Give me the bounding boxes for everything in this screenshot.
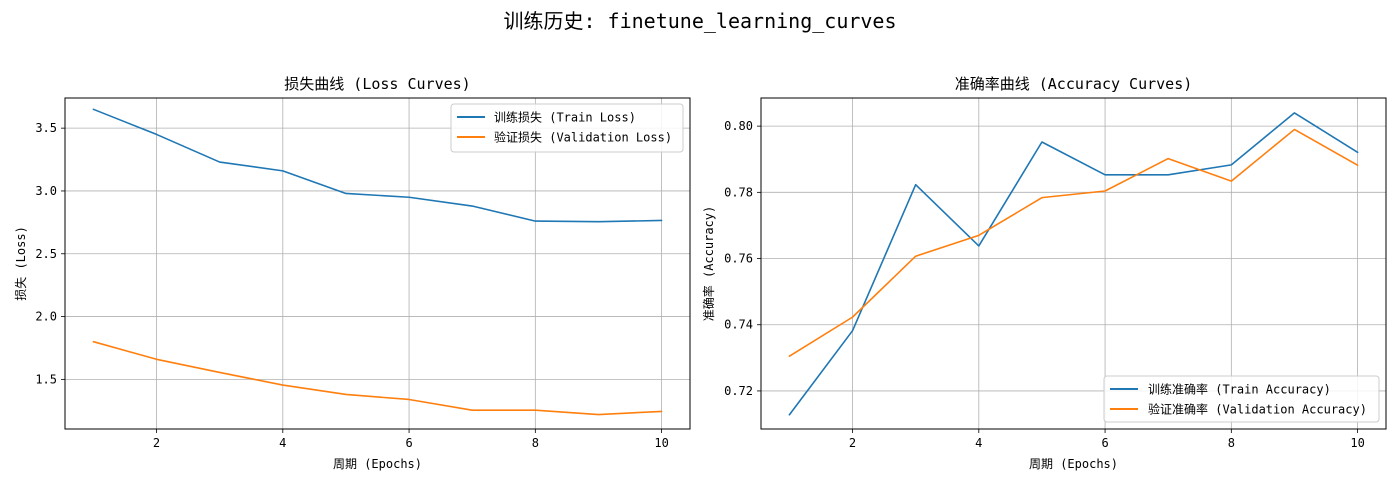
loss-validation-line — [92, 340, 663, 416]
acc-y-tick-label: 0.80 — [724, 119, 753, 133]
loss-chart-x-ticks: 2 4 6 8 10 — [153, 429, 669, 450]
loss-chart-legend-box — [450, 103, 684, 153]
loss-x-tick-label: 6 — [405, 436, 412, 450]
loss-y-tick-label: 3.5 — [35, 121, 57, 135]
accuracy-chart-y-axis-label: 准确率 (Accuracy) — [701, 206, 716, 321]
loss-legend-val-label: 验证损失 (Validation Loss) — [494, 130, 672, 145]
acc-x-tick-label: 8 — [1228, 436, 1235, 450]
acc-legend-val-label: 验证准确率 (Validation Accuracy) — [1148, 402, 1367, 417]
loss-chart-title: 损失曲线 (Loss Curves) — [284, 75, 470, 93]
loss-chart-series-lines — [92, 108, 663, 416]
acc-legend-train-label: 训练准确率 (Train Accuracy) — [1148, 382, 1331, 397]
acc-x-tick-label: 4 — [975, 436, 982, 450]
loss-chart-legend: 训练损失 (Train Loss) 验证损失 (Validation Loss) — [450, 103, 684, 153]
acc-train-line — [788, 112, 1359, 416]
loss-y-tick-label: 2.0 — [35, 310, 57, 324]
loss-legend-train-label: 训练损失 (Train Loss) — [494, 110, 636, 125]
acc-validation-line — [788, 128, 1359, 357]
accuracy-chart-legend-box — [1103, 375, 1380, 423]
loss-chart-plot-area — [65, 98, 690, 429]
accuracy-chart-legend: 训练准确率 (Train Accuracy) 验证准确率 (Validation… — [1103, 375, 1380, 423]
acc-x-tick-label: 10 — [1350, 436, 1364, 450]
loss-train-line — [92, 108, 663, 223]
figure-suptitle: 训练历史: finetune_learning_curves — [503, 9, 896, 33]
accuracy-chart-frame — [760, 97, 1387, 430]
accuracy-chart-plot-area — [761, 98, 1386, 429]
loss-x-tick-label: 2 — [153, 436, 160, 450]
accuracy-chart-x-ticks: 2 4 6 8 10 — [849, 429, 1365, 450]
loss-chart-x-axis-label: 周期 (Epochs) — [333, 457, 422, 471]
loss-y-tick-label: 2.5 — [35, 247, 57, 261]
accuracy-chart: 2 4 6 8 10 0.72 0.74 0.76 0.78 0.80 准确率曲线 (Accur… — [701, 75, 1387, 471]
accuracy-chart-x-axis-label: 周期 (Epochs) — [1029, 457, 1118, 471]
loss-y-tick-label: 3.0 — [35, 184, 57, 198]
loss-chart-frame — [64, 97, 691, 430]
acc-x-tick-label: 6 — [1101, 436, 1108, 450]
loss-y-tick-label: 1.5 — [35, 372, 57, 386]
acc-y-tick-label: 0.72 — [724, 384, 753, 398]
loss-x-tick-label: 8 — [532, 436, 539, 450]
accuracy-chart-y-ticks: 0.72 0.74 0.76 0.78 0.80 — [724, 119, 761, 398]
accuracy-chart-series-lines — [788, 112, 1359, 416]
loss-chart: 2 4 6 8 10 1.5 2.0 2.5 3.0 3.5 损失曲线 (Loss Curves… — [13, 75, 691, 471]
accuracy-chart-title: 准确率曲线 (Accuracy Curves) — [955, 75, 1193, 93]
loss-chart-y-ticks: 1.5 2.0 2.5 3.0 3.5 — [35, 121, 65, 386]
acc-y-tick-label: 0.76 — [724, 252, 753, 266]
loss-x-tick-label: 10 — [654, 436, 668, 450]
acc-y-tick-label: 0.78 — [724, 185, 753, 199]
loss-x-tick-label: 4 — [279, 436, 286, 450]
acc-x-tick-label: 2 — [849, 436, 856, 450]
loss-chart-y-axis-label: 损失 (Loss) — [13, 226, 28, 301]
acc-y-tick-label: 0.74 — [724, 318, 753, 332]
